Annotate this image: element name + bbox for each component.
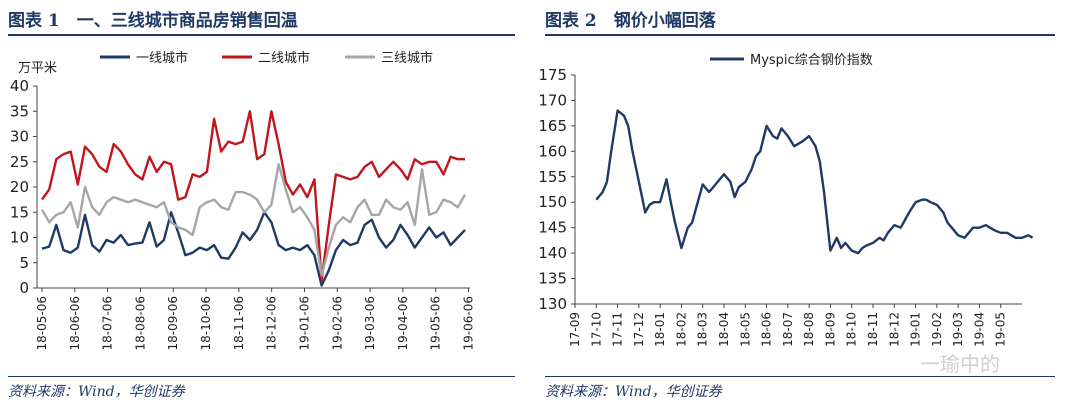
left-legend-label-3: 三线城市	[381, 50, 433, 66]
right-x-tick-label: 18-02	[674, 312, 688, 347]
left-x-tick-label: 18-10-06	[199, 296, 213, 350]
right-y-tick-label: 165	[538, 117, 567, 135]
right-chart-title: 图表 2 钢价小幅回落	[545, 11, 716, 31]
left-x-tick-label: 18-06-06	[68, 296, 82, 350]
left-x-tick-label: 18-07-06	[101, 296, 115, 350]
right-series-line-1	[595, 109, 1034, 255]
right-x-tick-label: 18-07	[781, 312, 795, 347]
left-x-tick-label: 19-04-06	[396, 296, 410, 350]
left-x-tick-label: 18-11-06	[232, 296, 246, 350]
right-x-tick-label: 17-11	[611, 312, 625, 347]
left-source-note: 资料来源：Wind，华创证券	[8, 384, 185, 400]
left-y-tick-label: 15	[10, 203, 29, 221]
right-x-tick-label: 19-01	[909, 312, 923, 347]
right-x-tick-label: 18-05	[738, 312, 752, 347]
left-y-tick-label: 35	[10, 102, 29, 120]
left-x-tick-label: 18-09-06	[166, 296, 180, 350]
right-x-tick-label: 18-03	[696, 312, 710, 347]
left-legend-label-1: 一线城市	[136, 50, 188, 66]
right-y-tick-label: 135	[538, 270, 567, 288]
left-x-tick-label: 18-05-06	[35, 296, 49, 350]
left-y-tick-label: 10	[10, 229, 29, 247]
right-x-tick-label: 17-10	[589, 312, 603, 347]
right-y-tick-label: 140	[538, 244, 567, 262]
right-bottom-rule	[545, 376, 1055, 377]
left-bottom-rule	[8, 376, 515, 377]
left-x-tick-label: 19-01-06	[297, 296, 311, 350]
left-chart-title: 图表 1 一、三线城市商品房销售回温	[8, 11, 298, 31]
left-x-tick-label: 19-05-06	[429, 296, 443, 350]
right-y-tick-label: 170	[538, 91, 567, 109]
right-x-tick-label: 18-04	[717, 312, 731, 347]
right-y-tick-label: 130	[538, 295, 567, 313]
right-x-tick-label: 18-06	[760, 312, 774, 347]
right-x-tick-label: 19-04	[972, 312, 986, 347]
right-x-tick-label: 18-08	[802, 312, 816, 347]
right-x-tick-label: 18-11	[866, 312, 880, 347]
left-x-tick-label: 19-03-06	[363, 296, 377, 350]
left-y-tick-label: 0	[19, 279, 29, 297]
left-series-line-2	[41, 110, 465, 282]
right-y-tick-label: 145	[538, 219, 567, 237]
left-y-tick-label: 40	[10, 77, 29, 95]
right-y-tick-label: 150	[538, 193, 567, 211]
left-y-tick-label: 20	[10, 178, 29, 196]
right-y-tick-label: 160	[538, 142, 567, 160]
left-series-line-3	[40, 163, 467, 277]
right-x-tick-label: 18-12	[887, 312, 901, 347]
left-x-tick-label: 18-12-06	[265, 296, 279, 350]
left-x-tick-label: 19-02-06	[330, 296, 344, 350]
left-series-line-1	[41, 211, 466, 287]
left-legend-label-2: 二线城市	[258, 50, 310, 66]
left-title-rule	[8, 34, 515, 36]
right-source-note: 资料来源：Wind，华创证券	[545, 384, 722, 400]
right-x-tick-label: 19-05	[994, 312, 1008, 347]
left-x-tick-label: 19-06-06	[462, 296, 476, 350]
right-x-tick-label: 19-03	[951, 312, 965, 347]
left-y-axis-label: 万平米	[18, 61, 57, 76]
right-y-tick-label: 175	[538, 66, 567, 84]
left-y-tick-label: 30	[10, 128, 29, 146]
right-x-tick-label: 18-01	[653, 312, 667, 347]
right-x-tick-label: 17-12	[632, 312, 646, 347]
watermark: 一瑜中的	[920, 352, 1000, 376]
left-y-tick-label: 25	[10, 153, 29, 171]
right-x-tick-label: 19-02	[930, 312, 944, 347]
left-x-tick-label: 18-08-06	[133, 296, 147, 350]
right-legend-label-1: Myspic综合钢价指数	[750, 53, 873, 68]
right-y-tick-label: 155	[538, 168, 567, 186]
right-x-tick-label: 18-09	[823, 312, 837, 347]
left-y-tick-label: 5	[19, 254, 29, 272]
right-title-rule	[545, 34, 1055, 36]
right-x-tick-label: 17-09	[568, 312, 582, 347]
right-x-tick-label: 18-10	[845, 312, 859, 347]
